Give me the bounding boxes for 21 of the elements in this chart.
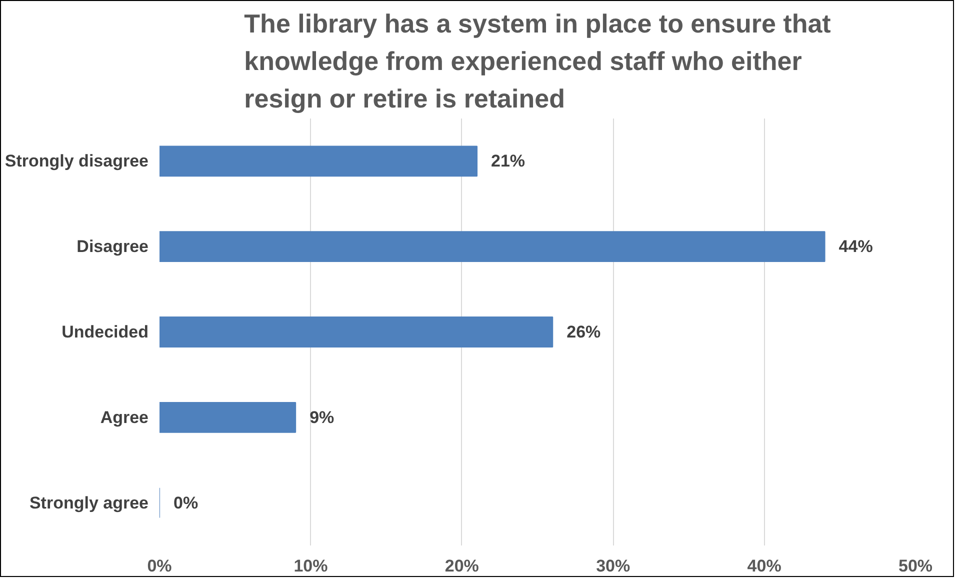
x-tick-label: 0% [147, 556, 172, 576]
data-label: 26% [566, 322, 601, 342]
bar [160, 402, 296, 433]
y-tick-label: Strongly agree [29, 493, 149, 512]
chart-title: The library has a system in place to ensure that knowledge from experienced staff who either resign or retire is retained [244, 8, 832, 114]
x-tick-label: 10% [294, 556, 328, 576]
x-tick-label: 40% [747, 556, 782, 576]
y-tick-label: Undecided [62, 322, 149, 342]
y-tick-label: Strongly disagree [4, 152, 149, 171]
data-label: 0% [174, 493, 198, 512]
y-tick-label: Disagree [76, 237, 149, 256]
bar [160, 316, 554, 348]
data-label: 21% [491, 152, 526, 171]
y-tick-label: Agree [100, 408, 148, 427]
bar [160, 231, 826, 262]
bar [160, 146, 478, 177]
x-tick-label: 20% [444, 556, 479, 576]
data-label: 9% [310, 408, 334, 427]
x-tick-label: 30% [596, 556, 630, 576]
x-tick-label: 50% [898, 556, 933, 576]
data-label: 44% [838, 237, 873, 256]
